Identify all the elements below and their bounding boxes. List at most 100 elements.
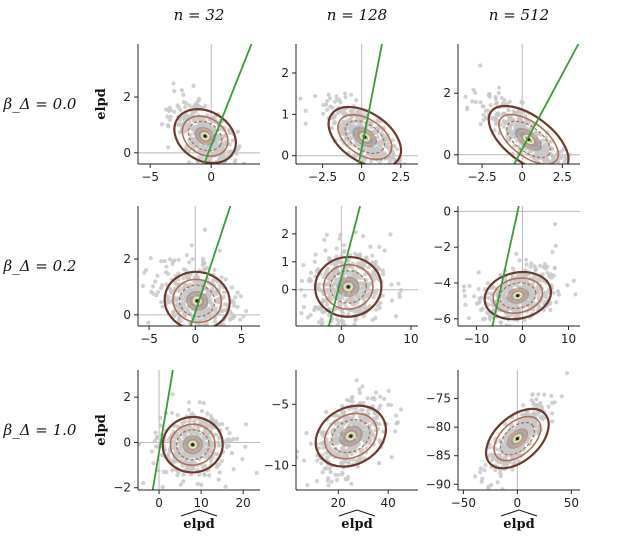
data-point xyxy=(240,198,244,202)
data-point xyxy=(354,432,359,437)
data-point xyxy=(533,143,538,148)
data-point xyxy=(174,302,179,307)
data-point xyxy=(202,455,207,460)
data-point xyxy=(383,185,387,189)
panel-r3-c3: −50 0 50 −90 −85 −80 −75 elpd xyxy=(426,370,580,532)
data-point xyxy=(369,124,374,130)
data-point xyxy=(446,303,450,307)
data-point xyxy=(549,190,553,194)
data-point xyxy=(558,154,563,159)
data-point xyxy=(535,132,540,137)
data-point xyxy=(176,271,181,276)
data-point xyxy=(343,95,348,100)
data-point xyxy=(497,460,502,465)
x-axis-label-hat xyxy=(338,509,376,517)
data-point xyxy=(573,292,578,297)
data-point xyxy=(506,108,511,113)
data-point xyxy=(497,336,501,340)
x-tick-label: −2.5 xyxy=(468,170,497,184)
data-point xyxy=(553,222,558,227)
data-point xyxy=(516,447,521,452)
data-point xyxy=(158,423,163,428)
data-point xyxy=(528,285,533,290)
data-point xyxy=(194,272,199,278)
data-point xyxy=(316,305,321,310)
data-point xyxy=(519,285,524,290)
data-point xyxy=(514,251,519,256)
data-point xyxy=(481,112,486,117)
density-contour-1 xyxy=(485,407,550,470)
data-point xyxy=(481,493,485,497)
data-point xyxy=(494,447,499,452)
data-point xyxy=(154,434,159,440)
data-point xyxy=(299,278,305,283)
data-point xyxy=(187,103,192,108)
data-point xyxy=(138,442,142,447)
data-point xyxy=(211,277,216,282)
data-point xyxy=(551,290,556,295)
data-point xyxy=(506,286,511,291)
x-tick-label: 20 xyxy=(331,496,346,510)
data-point xyxy=(343,417,348,422)
data-point xyxy=(303,108,308,113)
data-point xyxy=(351,272,356,277)
data-point xyxy=(301,458,307,463)
data-point xyxy=(182,344,186,348)
data-point xyxy=(387,161,392,164)
data-point xyxy=(397,294,402,299)
data-point xyxy=(361,314,366,319)
data-point xyxy=(562,160,567,164)
panel-r2-c3: −10 0 10 −6 −4 −2 0 xyxy=(433,204,580,346)
data-point xyxy=(317,446,322,451)
data-point xyxy=(540,149,546,154)
data-point xyxy=(210,126,215,131)
data-point xyxy=(360,384,365,389)
data-point xyxy=(538,263,543,268)
data-point xyxy=(362,420,367,425)
data-point xyxy=(544,135,549,140)
data-point xyxy=(487,445,492,450)
data-point xyxy=(508,125,513,130)
data-point xyxy=(388,402,394,408)
data-point xyxy=(166,145,171,150)
data-point xyxy=(329,125,334,131)
density-contour-6 xyxy=(188,440,197,449)
data-point xyxy=(200,437,205,442)
data-point xyxy=(525,285,530,290)
data-point xyxy=(374,307,379,312)
data-point xyxy=(159,300,164,305)
data-point xyxy=(187,160,192,164)
data-point xyxy=(376,406,382,411)
data-point xyxy=(299,287,304,292)
data-point xyxy=(508,129,513,134)
data-point xyxy=(511,109,516,114)
data-point xyxy=(350,302,355,307)
data-point xyxy=(508,332,512,336)
data-point xyxy=(525,152,530,157)
data-point xyxy=(360,286,365,291)
data-point xyxy=(509,313,514,318)
data-point xyxy=(322,309,327,314)
density-contour-6 xyxy=(192,296,202,306)
data-point xyxy=(230,138,235,143)
data-point xyxy=(246,179,250,183)
data-point xyxy=(546,167,550,171)
data-point xyxy=(187,119,192,124)
data-point xyxy=(545,173,549,177)
data-point xyxy=(502,455,507,460)
data-point xyxy=(317,282,322,287)
data-point xyxy=(372,397,377,402)
column-title-3: n = 512 xyxy=(489,6,549,24)
data-point xyxy=(181,479,186,484)
data-point xyxy=(333,452,338,457)
data-point xyxy=(307,276,312,281)
data-point xyxy=(542,392,547,397)
data-point xyxy=(462,293,467,299)
data-point xyxy=(493,97,498,102)
data-point xyxy=(531,167,535,171)
data-point xyxy=(205,338,209,342)
data-point xyxy=(149,449,155,454)
data-point xyxy=(349,481,354,486)
data-point xyxy=(228,438,233,443)
density-contour-1 xyxy=(161,415,224,474)
